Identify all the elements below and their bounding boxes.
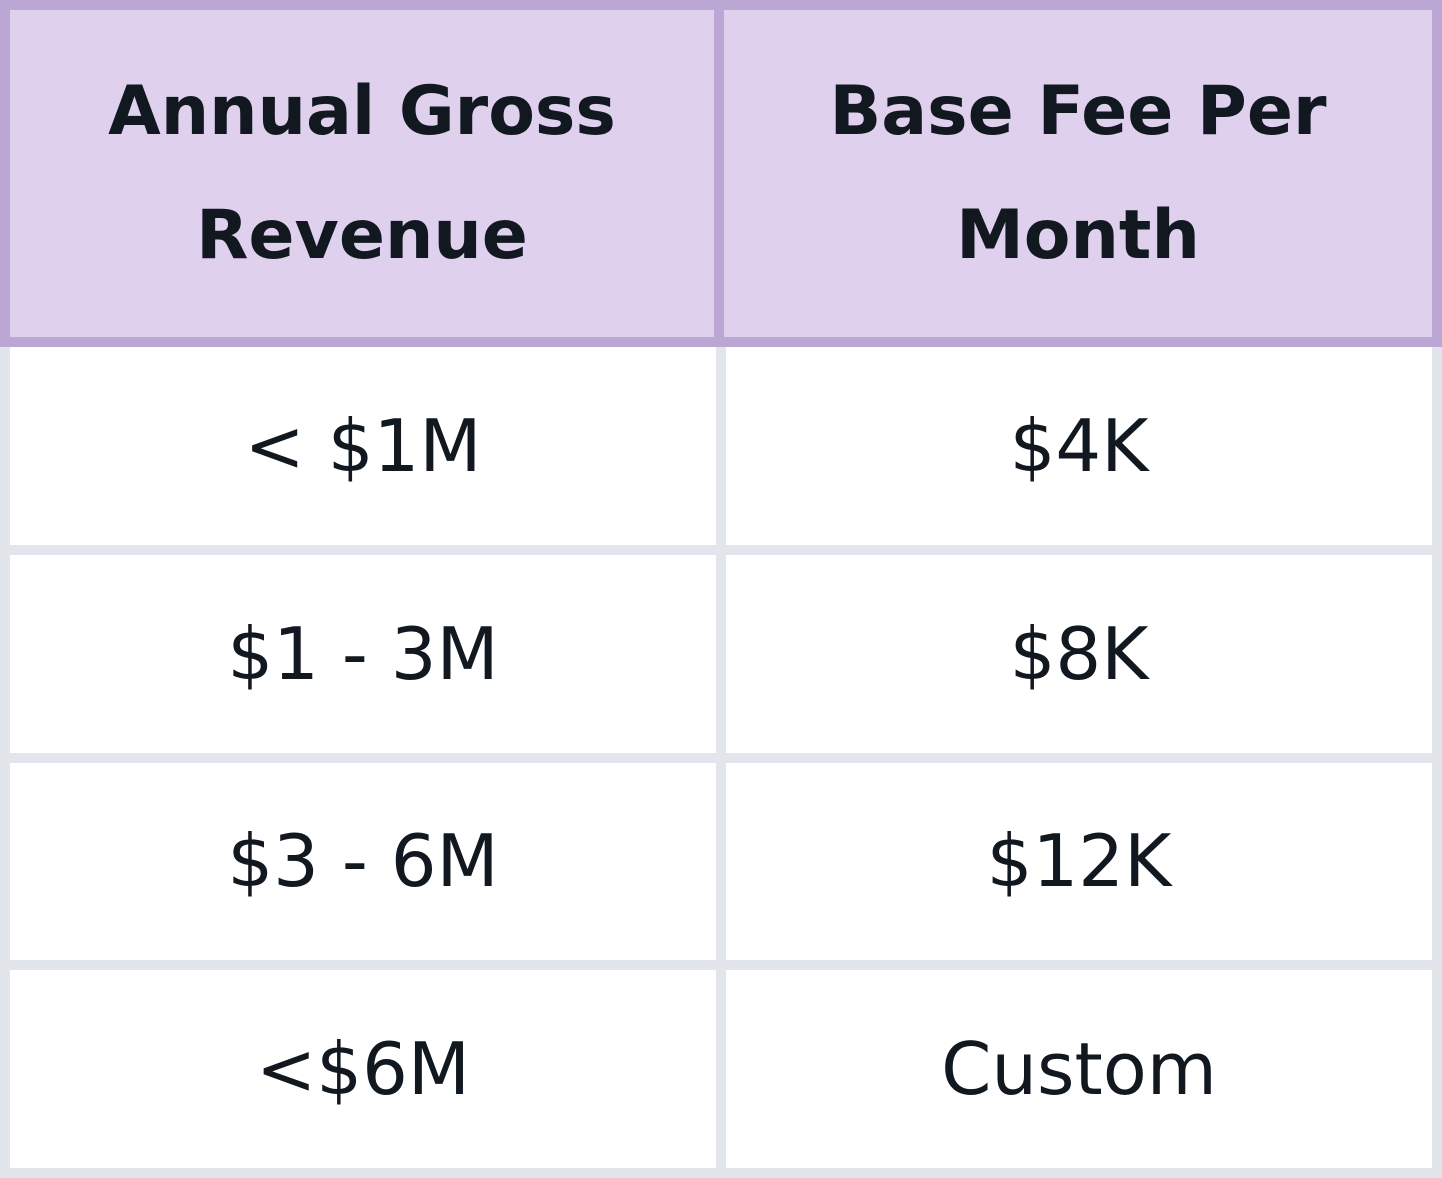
table-cell: Custom <box>726 970 1432 1168</box>
table-cell: < $1M <box>10 347 716 545</box>
table-cell: $3 - 6M <box>10 762 716 961</box>
table-body: < $1M $4K $1 - 3M $8K $3 - 6M $12K <$6M … <box>0 347 1442 1178</box>
table-cell: $8K <box>726 554 1432 753</box>
column-header: Annual Gross Revenue <box>10 10 714 337</box>
column-header: Base Fee Per Month <box>724 10 1432 337</box>
table-cell: <$6M <box>10 970 716 1168</box>
table-cell: $4K <box>726 347 1432 545</box>
table-cell: $12K <box>726 762 1432 961</box>
table-cell: $1 - 3M <box>10 554 716 753</box>
table-header: Annual Gross Revenue Base Fee Per Month <box>0 0 1442 347</box>
